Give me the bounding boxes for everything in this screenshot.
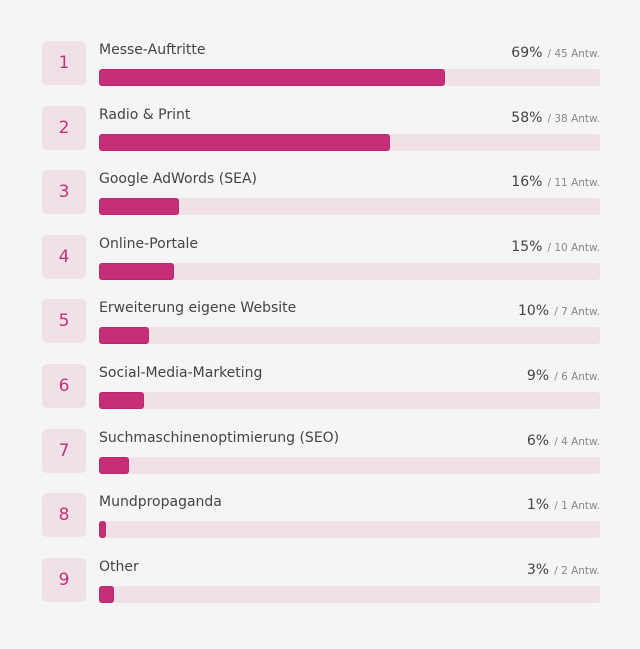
option-label: Erweiterung eigene Website xyxy=(99,300,297,317)
progress-fill xyxy=(99,585,115,603)
percent-value: 69% xyxy=(511,45,543,61)
answer-count: / 1 Antw. xyxy=(554,500,600,513)
answer-count: / 2 Antw. xyxy=(554,564,600,577)
percent-value: 58% xyxy=(511,109,543,126)
percent-value: 1% xyxy=(526,497,550,514)
answer-count: / 10 Antw. xyxy=(547,241,601,254)
progress-track xyxy=(99,456,600,474)
progress-fill xyxy=(99,456,130,474)
result-stat: 16% / 11 Antw. xyxy=(511,171,600,190)
percent-value: 9% xyxy=(526,367,550,384)
rank-badge: 9 xyxy=(42,557,86,602)
rank-badge: 6 xyxy=(42,363,86,408)
option-label: Suchmaschinenoptimierung (SEO) xyxy=(99,429,340,446)
result-row: 9 Other 3% / 2 Antw. xyxy=(42,557,600,603)
answer-count: / 45 Antw. xyxy=(547,48,601,60)
progress-track xyxy=(99,521,600,539)
option-label: Mundpropaganda xyxy=(99,494,222,511)
progress-fill xyxy=(99,327,150,345)
answer-count: / 38 Antw. xyxy=(547,112,601,125)
result-stat: 69% / 45 Antw. xyxy=(511,42,600,61)
result-row: 8 Mundpropaganda 1% / 1 Antw. xyxy=(42,493,600,539)
results-list: 1 Messe-Auftritte 69% / 45 Antw. 2 Radio… xyxy=(42,41,600,622)
result-row: 5 Erweiterung eigene Website 10% / 7 Ant… xyxy=(42,299,600,345)
result-stat: 58% / 38 Antw. xyxy=(511,107,600,126)
option-label: Messe-Auftritte xyxy=(99,42,206,58)
result-row: 7 Suchmaschinenoptimierung (SEO) 6% / 4 … xyxy=(42,428,600,474)
option-label: Other xyxy=(99,558,139,575)
option-label: Radio & Print xyxy=(99,106,191,123)
result-row: 4 Online-Portale 15% / 10 Antw. xyxy=(42,234,600,280)
progress-fill xyxy=(99,69,445,86)
progress-track xyxy=(99,198,600,216)
progress-track xyxy=(99,585,600,603)
result-stat: 15% / 10 Antw. xyxy=(511,236,600,255)
progress-fill xyxy=(99,262,175,280)
progress-fill xyxy=(99,391,145,409)
result-stat: 10% / 7 Antw. xyxy=(518,300,600,319)
rank-badge: 3 xyxy=(42,170,86,215)
result-stat: 1% / 1 Antw. xyxy=(527,494,600,513)
percent-value: 16% xyxy=(511,174,543,191)
result-stat: 9% / 6 Antw. xyxy=(527,365,600,384)
answer-count: / 4 Antw. xyxy=(554,435,600,448)
rank-badge: 5 xyxy=(42,299,86,344)
progress-track xyxy=(99,327,600,345)
answer-count: / 6 Antw. xyxy=(554,370,600,383)
result-row: 3 Google AdWords (SEA) 16% / 11 Antw. xyxy=(42,170,600,216)
progress-track xyxy=(99,391,600,409)
percent-value: 3% xyxy=(526,561,550,578)
percent-value: 15% xyxy=(511,238,543,255)
progress-track xyxy=(99,69,600,86)
progress-fill xyxy=(99,133,390,151)
rank-badge: 7 xyxy=(42,428,86,473)
result-row: 2 Radio & Print 58% / 38 Antw. xyxy=(42,105,600,151)
rank-badge: 1 xyxy=(42,41,86,85)
percent-value: 6% xyxy=(526,432,550,449)
progress-fill xyxy=(99,198,180,216)
result-row: 6 Social-Media-Marketing 9% / 6 Antw. xyxy=(42,363,600,409)
progress-track xyxy=(99,262,600,280)
result-stat: 6% / 4 Antw. xyxy=(527,430,600,449)
answer-count: / 7 Antw. xyxy=(554,306,600,319)
percent-value: 10% xyxy=(517,303,550,320)
option-label: Online-Portale xyxy=(99,235,199,252)
option-label: Social-Media-Marketing xyxy=(99,364,263,381)
rank-badge: 8 xyxy=(42,493,86,538)
progress-fill xyxy=(99,521,106,539)
rank-badge: 2 xyxy=(42,105,86,150)
progress-track xyxy=(99,133,600,151)
result-row: 1 Messe-Auftritte 69% / 45 Antw. xyxy=(42,41,600,86)
option-label: Google AdWords (SEA) xyxy=(99,171,257,188)
result-stat: 3% / 2 Antw. xyxy=(527,559,600,578)
rank-badge: 4 xyxy=(42,234,86,279)
answer-count: / 11 Antw. xyxy=(547,177,601,190)
